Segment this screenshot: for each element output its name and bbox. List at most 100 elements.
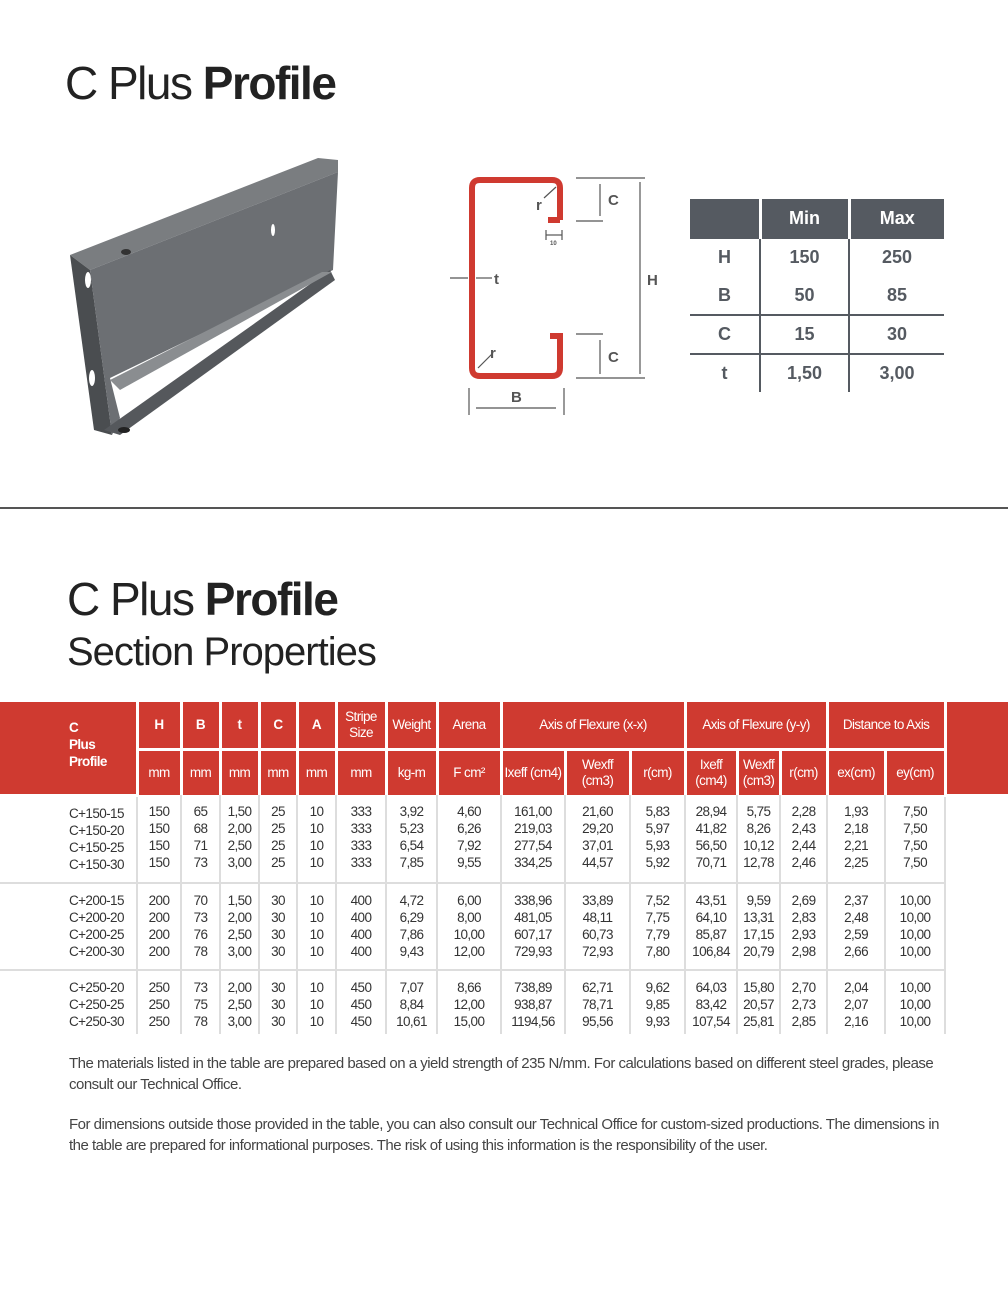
value: 25 xyxy=(271,855,285,870)
value: 65 xyxy=(193,804,208,819)
value: 2,70 xyxy=(791,979,816,995)
value: 9,93 xyxy=(645,1013,670,1029)
value: 6,29 xyxy=(399,909,424,925)
group-header: Axis of Flexure (y-y) xyxy=(683,702,828,751)
unit-header: F cm² xyxy=(435,749,501,795)
value: 400 xyxy=(350,909,372,925)
value: 76 xyxy=(193,926,208,942)
column-cell: 738,89 938,87 1194,56 xyxy=(500,968,565,1034)
profile-name: C+150-30 xyxy=(69,856,124,872)
unit-header: r(cm) xyxy=(778,749,828,795)
value: 8,26 xyxy=(746,821,771,836)
column-cell: 333 333 333 333 xyxy=(335,795,386,883)
value: 8,00 xyxy=(457,909,481,925)
value: 78,71 xyxy=(582,996,613,1012)
value: 333 xyxy=(350,821,372,836)
profile-group: C+150-15 C+150-20 C+150-25 C+150-30 150 150 15… xyxy=(0,795,1008,883)
column-cell: 2,04 2,07 2,16 xyxy=(826,968,886,1034)
column-cell: 2,69 2,83 2,93 2,98 xyxy=(779,881,828,970)
r-label: r xyxy=(536,197,542,214)
range-header: Max xyxy=(847,199,944,238)
value: 30 xyxy=(271,892,285,908)
value: 450 xyxy=(350,1013,372,1029)
column-cell: 161,00 219,03 277,54 334,25 xyxy=(500,795,565,883)
column-cell: 7,52 7,75 7,79 7,80 xyxy=(628,881,686,970)
value: 2,43 xyxy=(791,821,816,836)
column-cell: 400 400 400 400 xyxy=(335,881,386,970)
column-cell: 250 250 250 xyxy=(136,968,181,1034)
value: 70 xyxy=(193,892,208,908)
value: 9,85 xyxy=(645,996,670,1012)
value: 2,44 xyxy=(791,838,816,853)
value: 150 xyxy=(148,821,170,836)
column-cell: 10 10 10 10 xyxy=(296,881,336,970)
filler xyxy=(944,795,1008,883)
value: 9,59 xyxy=(746,892,771,908)
section-subtitle: Section Properties xyxy=(67,630,377,674)
value: 12,78 xyxy=(743,855,774,870)
column-cell: 338,96 481,05 607,17 729,93 xyxy=(500,881,565,970)
column-cell: 6,00 8,00 10,00 12,00 xyxy=(436,881,501,970)
col-header: C xyxy=(257,702,297,751)
value: 2,48 xyxy=(844,909,868,925)
column-cell: 9,62 9,85 9,93 xyxy=(628,968,686,1034)
value: 68 xyxy=(193,821,208,836)
value: 10,61 xyxy=(396,1013,427,1029)
col-header: t xyxy=(218,702,259,751)
title-light: C Plus xyxy=(67,573,195,625)
value: 7,85 xyxy=(399,855,424,870)
value: 10,00 xyxy=(899,909,931,925)
unit-header: mm xyxy=(135,749,181,795)
value: 30 xyxy=(271,996,285,1012)
column-cell: 62,71 78,71 95,56 xyxy=(564,968,630,1034)
value: 70,71 xyxy=(695,855,727,870)
value: 75 xyxy=(193,996,208,1012)
column-cell: 30 30 30 30 xyxy=(258,881,297,970)
value: 62,71 xyxy=(582,979,613,995)
value: 6,00 xyxy=(457,892,481,908)
column-cell: 9,59 13,31 17,15 20,79 xyxy=(736,881,781,970)
page-title: C Plus Profile xyxy=(65,56,337,110)
value: 10 xyxy=(309,996,324,1012)
value: 10,00 xyxy=(899,892,931,908)
value: 200 xyxy=(148,909,170,925)
col-header: Stripe Size xyxy=(334,702,386,751)
section-properties-table: C Plus Profile H B t C A Stripe Size Weigh… xyxy=(0,702,1008,1034)
filler xyxy=(944,882,1008,970)
unit-header: Ixeff (cm4) xyxy=(683,749,738,795)
column-cell: 64,03 83,42 107,54 xyxy=(684,968,738,1034)
unit-header: Wexff (cm3) xyxy=(563,749,630,795)
value: 2,28 xyxy=(791,804,816,819)
profile-group: C+200-15 C+200-20 C+200-25 C+200-30 200 200 20… xyxy=(0,881,1008,970)
title-bold: Profile xyxy=(204,573,339,625)
h-label: H xyxy=(647,272,658,289)
value: 13,31 xyxy=(743,909,774,925)
value: 10 xyxy=(309,926,324,942)
value: 219,03 xyxy=(514,821,552,836)
range-cell: H xyxy=(690,237,760,277)
column-cell: 10 10 10 xyxy=(296,968,336,1034)
value: 64,03 xyxy=(695,979,727,995)
range-cell: B xyxy=(718,284,731,305)
value: 64,10 xyxy=(695,909,727,925)
value: 5,97 xyxy=(645,821,670,836)
value: 3,00 xyxy=(227,855,252,870)
t-label: t xyxy=(494,271,499,288)
value: 2,00 xyxy=(227,909,252,925)
value: 2,83 xyxy=(791,909,816,925)
column-cell: 73 75 78 xyxy=(180,968,220,1034)
value: 2,50 xyxy=(227,926,252,942)
value: 250 xyxy=(148,1013,170,1029)
value: 333 xyxy=(350,855,372,870)
column-cell: 7,07 8,84 10,61 xyxy=(385,968,437,1034)
value: 2,16 xyxy=(844,1013,868,1029)
profile-name: C+200-20 xyxy=(69,909,124,925)
group-header: Distance to Axis xyxy=(825,702,946,751)
profile-name: C+250-25 xyxy=(69,996,124,1012)
range-cell: t xyxy=(690,352,760,392)
value: 10,00 xyxy=(453,926,485,942)
value: 25,81 xyxy=(743,1013,774,1029)
value: 85,87 xyxy=(695,926,727,942)
value: 2,50 xyxy=(227,996,252,1012)
value: 1,50 xyxy=(227,892,252,908)
